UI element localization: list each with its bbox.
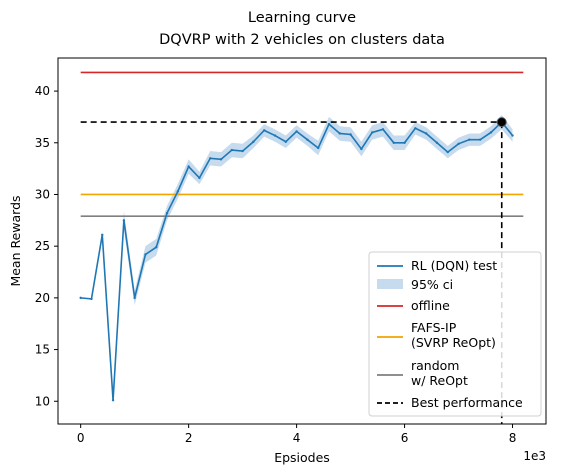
y-tick-label: 30 xyxy=(35,187,50,201)
rl-dqn-point xyxy=(393,142,395,144)
rl-dqn-point xyxy=(187,165,189,167)
rl-dqn-point xyxy=(479,138,481,140)
rl-dqn-point xyxy=(241,150,243,152)
y-tick-label: 20 xyxy=(35,291,50,305)
rl-dqn-point xyxy=(177,190,179,192)
legend-best-label: Best performance xyxy=(411,395,523,410)
x-tick-label: 2 xyxy=(185,431,193,445)
rl-dqn-point xyxy=(436,142,438,144)
rl-dqn-point xyxy=(90,298,92,300)
rl-dqn-point xyxy=(274,134,276,136)
rl-dqn-point xyxy=(403,142,405,144)
rl-dqn-point xyxy=(349,133,351,135)
rl-dqn-point xyxy=(511,134,513,136)
chart-subtitle: DQVRP with 2 vehicles on clusters data xyxy=(159,32,445,48)
rl-dqn-point xyxy=(209,157,211,159)
rl-dqn-point xyxy=(414,127,416,129)
rl-dqn-point xyxy=(155,246,157,248)
rl-dqn-point xyxy=(447,151,449,153)
rl-dqn-point xyxy=(490,131,492,133)
y-axis-label: Mean Rewards xyxy=(8,195,23,286)
x-tick-label: 0 xyxy=(77,431,85,445)
x-tick-label: 6 xyxy=(401,431,409,445)
y-tick-label: 40 xyxy=(35,84,50,98)
rl-dqn-point xyxy=(295,130,297,132)
rl-dqn-point xyxy=(285,141,287,143)
y-tick-label: 35 xyxy=(35,136,50,150)
rl-dqn-point xyxy=(231,149,233,151)
legend-offline-label: offline xyxy=(411,298,450,313)
rl-dqn-point xyxy=(144,253,146,255)
legend-random-label: random w/ ReOpt xyxy=(411,358,468,388)
x-tick-label: 8 xyxy=(509,431,517,445)
rl-dqn-point xyxy=(425,132,427,134)
y-tick-label: 10 xyxy=(35,394,50,408)
legend-ci-label: 95% ci xyxy=(411,277,453,292)
x-tick-label: 4 xyxy=(293,431,301,445)
rl-dqn-point xyxy=(468,138,470,140)
rl-dqn-point xyxy=(360,148,362,150)
rl-dqn-point xyxy=(371,131,373,133)
rl-dqn-point xyxy=(198,177,200,179)
best-point-marker xyxy=(497,118,506,127)
legend-ci-handle xyxy=(377,279,403,289)
rl-dqn-point xyxy=(317,147,319,149)
legend-rl-dqn-label: RL (DQN) test xyxy=(411,258,497,273)
x-axis-label: Epsiodes xyxy=(274,450,330,465)
rl-dqn-point xyxy=(220,158,222,160)
rl-dqn-point xyxy=(339,132,341,134)
rl-dqn-point xyxy=(101,234,103,236)
rl-dqn-point xyxy=(112,399,114,401)
rl-dqn-point xyxy=(382,128,384,130)
rl-dqn-point xyxy=(79,297,81,299)
rl-dqn-point xyxy=(457,143,459,145)
rl-dqn-point xyxy=(328,123,330,125)
y-tick-label: 25 xyxy=(35,239,50,253)
rl-dqn-point xyxy=(252,141,254,143)
rl-dqn-point xyxy=(263,129,265,131)
x-axis-offset-label: 1e3 xyxy=(523,449,546,463)
rl-dqn-point xyxy=(166,212,168,214)
rl-dqn-point xyxy=(306,138,308,140)
rl-dqn-point xyxy=(123,219,125,221)
y-tick-label: 15 xyxy=(35,343,50,357)
chart-title: Learning curve xyxy=(248,10,356,26)
rl-dqn-point xyxy=(133,297,135,299)
